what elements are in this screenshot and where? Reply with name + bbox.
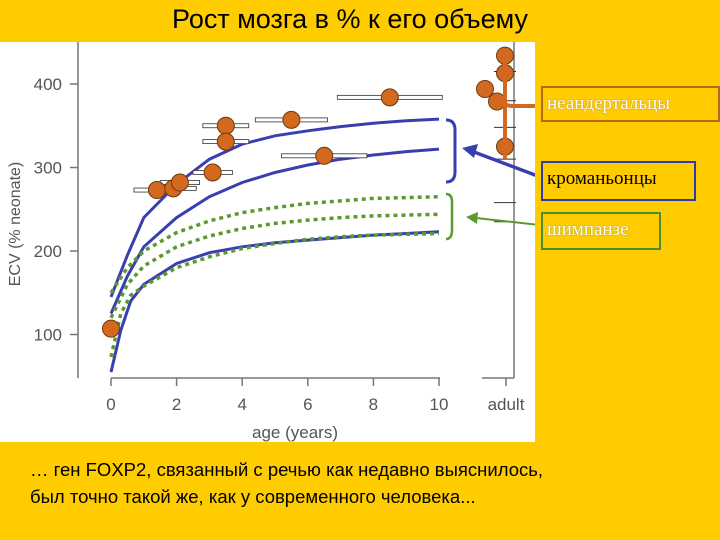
caption: … ген FOXP2, связанный с речью как недав…	[30, 456, 710, 510]
cromagnon-label: кроманьонцы	[541, 161, 696, 201]
neanderthal-point	[282, 110, 301, 129]
chimp-label: шимпанзе	[541, 212, 661, 250]
neanderthal-label: неандертальцы	[541, 86, 720, 122]
slide-title: Рост мозга в % к его объему	[172, 4, 528, 34]
x-axis-label: age (years)	[252, 423, 338, 442]
chimp-bracket	[445, 192, 454, 241]
modern-curve-upper	[109, 117, 440, 298]
brain-growth-chart: 100 200 300 400 0 2 4 6 8 10 adult ECV (% neonate…	[0, 42, 535, 442]
neanderthal-point	[380, 88, 399, 107]
cromagnon-bracket	[445, 118, 457, 184]
y-tick-label: 400	[34, 75, 62, 94]
caption-line-1: … ген FOXP2, связанный с речью как недав…	[30, 459, 544, 480]
chimp-arrowhead	[466, 212, 478, 224]
cromagnon-arrow	[473, 150, 535, 177]
y-tick-label: 300	[34, 159, 62, 178]
x-tick-label: 10	[430, 395, 449, 414]
neanderthal-point	[170, 173, 189, 192]
y-tick-label: 200	[34, 242, 62, 261]
neanderthal-adult-point	[488, 92, 506, 111]
x-tick-label: 8	[369, 395, 378, 414]
neanderthal-point	[216, 132, 235, 151]
y-tick-label: 100	[34, 326, 62, 345]
y-axis-label: ECV (% neonate)	[7, 162, 24, 287]
neanderthal-point	[315, 146, 334, 165]
x-tick-label: 6	[303, 395, 312, 414]
neanderthal-adult-point	[476, 80, 494, 99]
chimp-curve-middle	[109, 212, 440, 319]
chimp-curve-upper	[109, 194, 440, 294]
cromagnon-arrowhead	[462, 144, 478, 158]
neanderthal-point	[102, 319, 120, 338]
caption-line-2: был точно такой же, как у современного ч…	[30, 486, 476, 507]
neanderthal-point	[147, 181, 166, 200]
x-tick-label: 2	[172, 395, 181, 414]
x-tick-label: 0	[106, 395, 115, 414]
chimp-curve-lower	[109, 231, 440, 358]
neanderthal-point	[203, 163, 222, 182]
plot-background	[0, 42, 535, 442]
neanderthal-point	[216, 116, 235, 135]
neanderthal-bracket	[503, 60, 535, 160]
chimp-arrow	[475, 217, 535, 226]
x-tick-label: 4	[237, 395, 246, 414]
x-tick-label: adult	[488, 395, 525, 414]
